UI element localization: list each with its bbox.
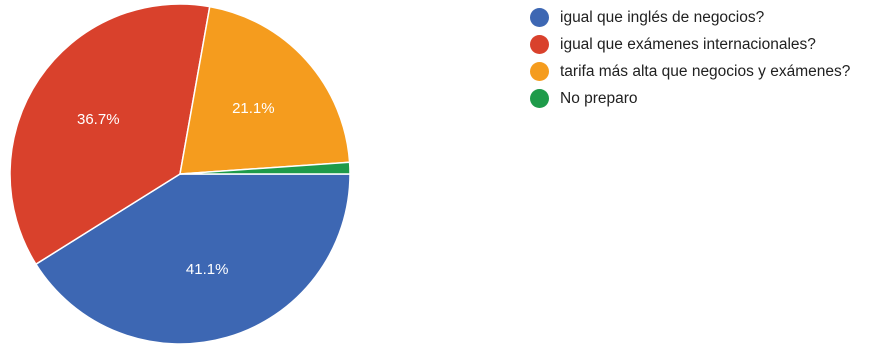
pie-slice-negocios[interactable] bbox=[34, 173, 351, 345]
legend-label-examenes: igual que exámenes internacionales? bbox=[560, 36, 816, 53]
legend-label-tarifa: tarifa más alta que negocios y exámenes? bbox=[560, 63, 851, 80]
legend-swatch-examenes bbox=[530, 35, 549, 54]
legend-item-no-preparo[interactable]: No preparo bbox=[530, 87, 870, 110]
legend-swatch-tarifa bbox=[530, 62, 549, 81]
slice-label-examenes: 36.7% bbox=[77, 111, 120, 128]
pie-slice-tarifa[interactable] bbox=[179, 5, 351, 175]
slice-label-negocios: 41.1% bbox=[186, 261, 229, 278]
legend-label-no-preparo: No preparo bbox=[560, 90, 638, 107]
legend-item-negocios[interactable]: igual que inglés de negocios? bbox=[530, 6, 870, 29]
legend-swatch-no-preparo bbox=[530, 89, 549, 108]
slice-label-tarifa: 21.1% bbox=[232, 100, 275, 117]
legend-item-examenes[interactable]: igual que exámenes internacionales? bbox=[530, 33, 870, 56]
pie-slice-examenes[interactable] bbox=[9, 3, 211, 266]
legend-item-tarifa[interactable]: tarifa más alta que negocios y exámenes? bbox=[530, 60, 870, 83]
chart-legend: igual que inglés de negocios? igual que … bbox=[530, 6, 870, 114]
legend-label-negocios: igual que inglés de negocios? bbox=[560, 9, 765, 26]
legend-swatch-negocios bbox=[530, 8, 549, 27]
pie-slice-no-preparo[interactable] bbox=[179, 161, 351, 175]
